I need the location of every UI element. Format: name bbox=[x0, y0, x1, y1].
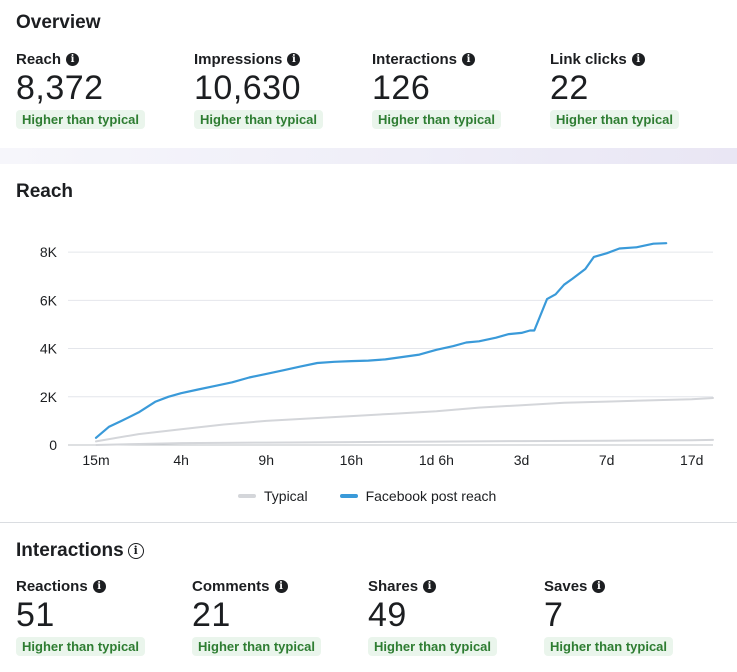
x-tick-label: 16h bbox=[340, 452, 363, 468]
info-icon[interactable]: i bbox=[423, 580, 437, 593]
status-badge: Higher than typical bbox=[16, 110, 146, 129]
metric-value: 10,630 bbox=[194, 69, 301, 107]
metric-shares[interactable]: Shares i 49 Higher than typical bbox=[368, 578, 498, 656]
metric-label: Link clicks bbox=[550, 51, 627, 68]
metric-label: Saves bbox=[544, 578, 588, 595]
y-tick-label: 8K bbox=[40, 244, 58, 260]
series-line-typical bbox=[95, 397, 714, 443]
legend-swatch bbox=[238, 494, 256, 498]
metric-label: Comments bbox=[192, 578, 270, 595]
info-icon[interactable]: i bbox=[592, 580, 606, 593]
metric-label: Shares bbox=[368, 578, 419, 595]
metric-label: Interactions bbox=[372, 51, 458, 68]
metric-reach[interactable]: Reach i 8,372 Higher than typical bbox=[16, 51, 146, 129]
metric-label: Reactions bbox=[16, 578, 88, 595]
info-icon[interactable]: i bbox=[631, 53, 645, 66]
info-icon[interactable]: i bbox=[66, 53, 80, 66]
section-rule bbox=[0, 522, 737, 523]
legend-label: Facebook post reach bbox=[365, 488, 497, 504]
metric-value: 51 bbox=[16, 596, 55, 634]
metric-link-clicks[interactable]: Link clicks i 22 Higher than typical bbox=[550, 51, 680, 129]
status-badge: Higher than typical bbox=[544, 637, 674, 656]
status-badge: Higher than typical bbox=[16, 637, 146, 656]
metric-value: 8,372 bbox=[16, 69, 104, 107]
info-icon[interactable]: i bbox=[92, 580, 106, 593]
overview-title: Overview bbox=[16, 12, 101, 33]
metric-label: Impressions bbox=[194, 51, 283, 68]
y-tick-label: 2K bbox=[40, 389, 58, 405]
y-tick-label: 4K bbox=[40, 341, 58, 357]
chart-legend: Typical Facebook post reach bbox=[238, 488, 528, 504]
info-icon[interactable]: i bbox=[127, 543, 144, 559]
reach-title: Reach bbox=[16, 181, 74, 202]
legend-item-typical[interactable]: Typical bbox=[238, 488, 308, 504]
status-badge: Higher than typical bbox=[368, 637, 498, 656]
y-tick-label: 0 bbox=[49, 437, 57, 453]
x-tick-label: 15m bbox=[82, 452, 109, 468]
x-tick-label: 7d bbox=[599, 452, 615, 468]
legend-label: Typical bbox=[264, 488, 308, 504]
info-icon[interactable]: i bbox=[274, 580, 288, 593]
section-divider bbox=[0, 148, 737, 164]
interactions-header: Interactions i bbox=[16, 540, 144, 562]
metric-saves[interactable]: Saves i 7 Higher than typical bbox=[544, 578, 674, 656]
metric-interactions[interactable]: Interactions i 126 Higher than typical bbox=[372, 51, 502, 129]
series-line-typical bbox=[95, 438, 714, 446]
metric-value: 49 bbox=[368, 596, 407, 634]
status-badge: Higher than typical bbox=[550, 110, 680, 129]
metric-value: 7 bbox=[544, 596, 564, 634]
status-badge: Higher than typical bbox=[372, 110, 502, 129]
series-line-post-reach bbox=[94, 242, 668, 439]
status-badge: Higher than typical bbox=[194, 110, 324, 129]
y-tick-label: 6K bbox=[40, 292, 58, 308]
x-tick-label: 4h bbox=[173, 452, 189, 468]
metric-impressions[interactable]: Impressions i 10,630 Higher than typical bbox=[194, 51, 324, 129]
x-tick-label: 17d bbox=[680, 452, 703, 468]
legend-item-post-reach[interactable]: Facebook post reach bbox=[339, 488, 497, 504]
info-icon[interactable]: i bbox=[287, 53, 301, 66]
interactions-section: Interactions i Reactions i 51 Higher than… bbox=[0, 523, 737, 672]
status-badge: Higher than typical bbox=[192, 637, 322, 656]
metric-reactions[interactable]: Reactions i 51 Higher than typical bbox=[16, 578, 146, 656]
metric-value: 22 bbox=[550, 69, 589, 107]
reach-chart[interactable]: 0 2K 4K 6K 8K 15m 4h 9h 16h 1d 6h 3d 7d 17d bbox=[0, 164, 737, 474]
metric-value: 126 bbox=[372, 69, 431, 107]
reach-section: Reach 0 2K 4K 6K 8K 15m 4h 9h 16h 1d 6h 3d 7d 17d Ty… bbox=[0, 164, 737, 522]
x-tick-label: 1d 6h bbox=[419, 452, 454, 468]
metric-value: 21 bbox=[192, 596, 231, 634]
info-icon[interactable]: i bbox=[462, 53, 476, 66]
metric-comments[interactable]: Comments i 21 Higher than typical bbox=[192, 578, 322, 656]
overview-section: Overview Reach i 8,372 Higher than typica… bbox=[0, 0, 737, 148]
metric-label: Reach bbox=[16, 51, 62, 68]
legend-swatch bbox=[339, 494, 358, 498]
interactions-title: Interactions bbox=[16, 540, 124, 561]
x-tick-label: 9h bbox=[258, 452, 274, 468]
x-tick-label: 3d bbox=[514, 452, 530, 468]
